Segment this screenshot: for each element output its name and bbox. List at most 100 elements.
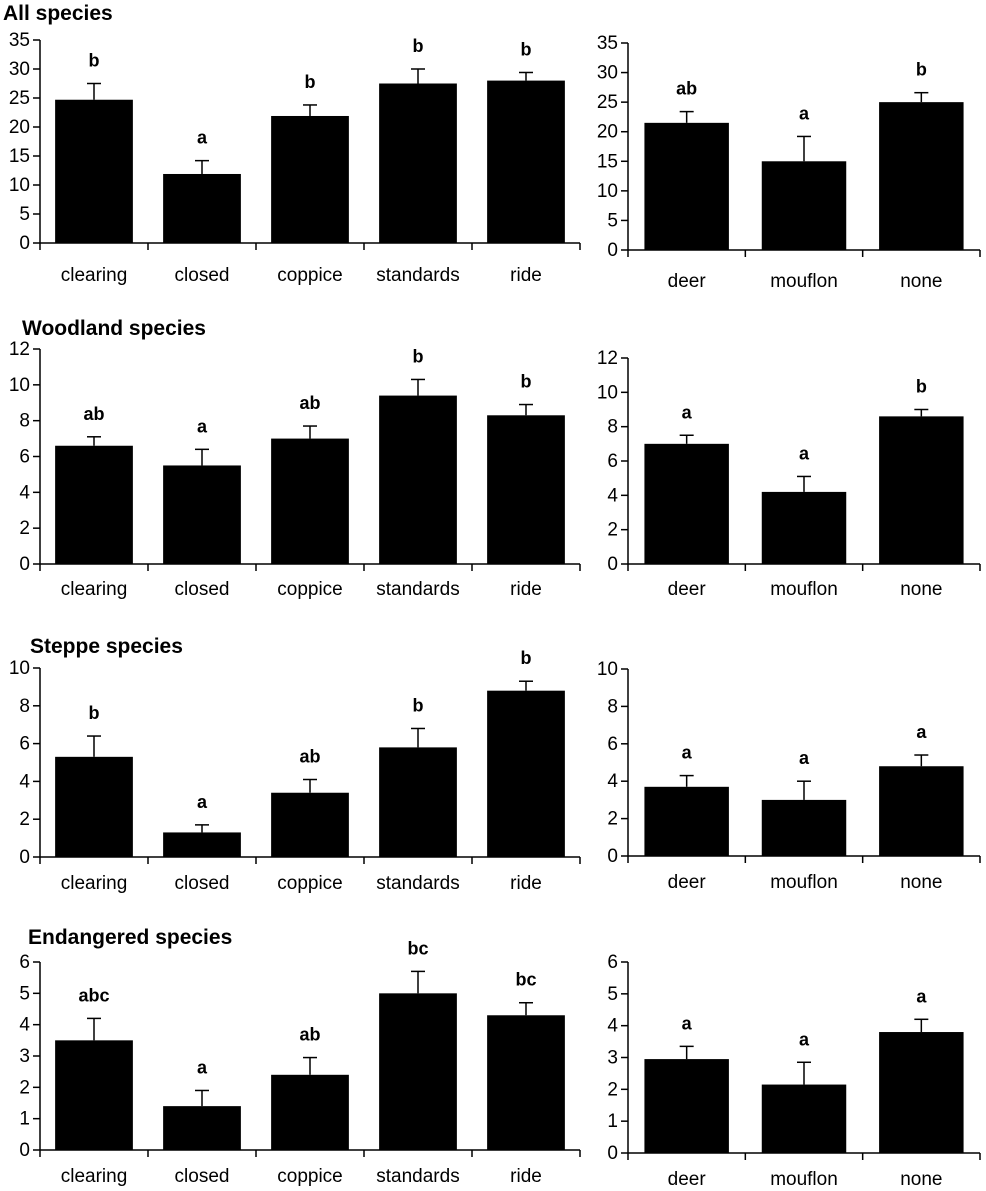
panel-3-bar-ride — [487, 415, 565, 564]
panel-5-category-label-coppice: coppice — [277, 873, 343, 894]
panel-5-bar-ride — [487, 690, 565, 857]
panel-3-y-tick-label: 0 — [19, 554, 30, 575]
panel-4-significance-mouflon: a — [799, 443, 810, 463]
panel-1-y-tick-label: 20 — [9, 117, 30, 138]
panel-4-significance-deer: a — [682, 402, 693, 422]
panel-7-significance-ride: bc — [515, 970, 536, 990]
panel-4-y-tick-label: 0 — [607, 554, 618, 575]
panel-7-bar-clearing — [55, 1040, 133, 1150]
panel-3-y-tick-label: 6 — [19, 447, 30, 468]
panel-4-bar-deer — [644, 443, 729, 564]
panel-3-significance-ride: b — [521, 372, 532, 392]
panel-5-title: Steppe species — [30, 635, 183, 658]
panel-2-y-tick-label: 10 — [597, 181, 618, 202]
panel-1-y-tick-label: 35 — [9, 30, 30, 51]
panel-4-y-tick-label: 2 — [607, 520, 618, 541]
panel-7-y-tick-label: 6 — [19, 952, 30, 973]
panel-2-bar-none — [879, 102, 964, 251]
panel-1-category-label-clearing: clearing — [61, 265, 128, 286]
panel-5-significance-ride: b — [521, 648, 532, 668]
panel-7-y-tick-label: 0 — [19, 1140, 30, 1161]
panel-1-bar-closed — [163, 173, 241, 243]
panel-7-category-label-closed: closed — [175, 1166, 230, 1187]
panel-7-title: Endangered species — [28, 926, 232, 949]
panel-2-y-tick-label: 35 — [597, 33, 618, 54]
panel-5-category-label-standards: standards — [376, 873, 459, 894]
panel-3-significance-standards: b — [413, 346, 424, 366]
panel-7-significance-closed: a — [197, 1057, 208, 1077]
panel-7-bar-ride — [487, 1015, 565, 1150]
panel-5-significance-clearing: b — [89, 703, 100, 723]
panel-5-y-tick-label: 10 — [9, 658, 30, 679]
panel-3-category-label-standards: standards — [376, 579, 459, 600]
panel-8-bar-mouflon — [761, 1084, 847, 1153]
panel-1-bar-ride — [487, 80, 565, 243]
panel-7-bar-closed — [163, 1106, 241, 1150]
panel-8-y-tick-label: 2 — [607, 1079, 618, 1100]
panel-6-y-tick-label: 6 — [607, 734, 618, 755]
panel-7-y-tick-label: 1 — [19, 1109, 30, 1130]
panel-6-category-label-deer: deer — [668, 872, 707, 893]
panel-6-bar-none — [879, 766, 964, 856]
panel-7-significance-clearing: abc — [78, 985, 109, 1005]
panel-2-category-label-none: none — [900, 271, 942, 292]
panel-1-category-label-ride: ride — [510, 265, 542, 286]
panel-1-category-label-coppice: coppice — [277, 265, 343, 286]
panel-3-y-tick-label: 2 — [19, 518, 30, 539]
panel-2-bar-mouflon — [761, 161, 847, 250]
panel-8-y-tick-label: 1 — [607, 1111, 618, 1132]
panel-2-y-tick-label: 30 — [597, 63, 618, 84]
panel-7-significance-coppice: ab — [299, 1025, 320, 1045]
panel-5-significance-standards: b — [413, 695, 424, 715]
panel-3-title: Woodland species — [22, 317, 206, 340]
panel-1-y-tick-label: 5 — [19, 204, 30, 225]
panel-5-category-label-ride: ride — [510, 873, 542, 894]
panel-6-y-tick-label: 4 — [607, 771, 618, 792]
panel-3-bar-clearing — [55, 445, 133, 564]
panel-3-bar-closed — [163, 465, 241, 564]
panel-5-y-tick-label: 4 — [19, 771, 30, 792]
panel-6-y-tick-label: 10 — [597, 659, 618, 680]
panel-1-significance-standards: b — [413, 36, 424, 56]
panel-1-bar-coppice — [271, 115, 349, 243]
panel-4-y-tick-label: 6 — [607, 451, 618, 472]
panel-3-y-tick-label: 10 — [9, 375, 30, 396]
panel-1-y-tick-label: 10 — [9, 175, 30, 196]
panel-8-bar-deer — [644, 1059, 729, 1153]
panel-1-y-tick-label: 15 — [9, 146, 30, 167]
panel-7-y-tick-label: 5 — [19, 983, 30, 1004]
panel-5-category-label-closed: closed — [175, 873, 230, 894]
panel-3-category-label-coppice: coppice — [277, 579, 343, 600]
panel-6-category-label-mouflon: mouflon — [770, 872, 838, 893]
panel-1-significance-clearing: b — [89, 51, 100, 71]
panel-2-y-tick-label: 5 — [607, 210, 618, 231]
panel-8-y-tick-label: 3 — [607, 1048, 618, 1069]
panel-6-y-tick-label: 2 — [607, 809, 618, 830]
panel-5-y-tick-label: 0 — [19, 847, 30, 868]
panel-1-bar-clearing — [55, 99, 133, 244]
panel-4-significance-none: b — [916, 377, 927, 397]
panel-8-category-label-mouflon: mouflon — [770, 1169, 838, 1190]
panel-1-bar-standards — [379, 83, 457, 243]
panel-3-category-label-clearing: clearing — [61, 579, 128, 600]
panel-4-category-label-deer: deer — [668, 579, 707, 600]
panel-1-significance-coppice: b — [305, 72, 316, 92]
panel-7-y-tick-label: 4 — [19, 1015, 30, 1036]
panel-5-significance-coppice: ab — [299, 747, 320, 767]
panel-1-y-tick-label: 25 — [9, 88, 30, 109]
panel-8-bar-none — [879, 1032, 964, 1153]
panel-7-category-label-standards: standards — [376, 1166, 459, 1187]
panel-3-category-label-closed: closed — [175, 579, 230, 600]
panel-5-y-tick-label: 8 — [19, 696, 30, 717]
panel-3-y-tick-label: 4 — [19, 482, 30, 503]
panel-1-significance-ride: b — [521, 39, 532, 59]
panel-8-category-label-deer: deer — [668, 1169, 707, 1190]
panel-6-y-tick-label: 0 — [607, 846, 618, 867]
panel-8-y-tick-label: 4 — [607, 1016, 618, 1037]
panel-8-y-tick-label: 6 — [607, 952, 618, 973]
panel-7-significance-standards: bc — [407, 938, 428, 958]
panel-3-y-tick-label: 8 — [19, 411, 30, 432]
panel-3-bar-standards — [379, 395, 457, 564]
panel-1-category-label-closed: closed — [175, 265, 230, 286]
